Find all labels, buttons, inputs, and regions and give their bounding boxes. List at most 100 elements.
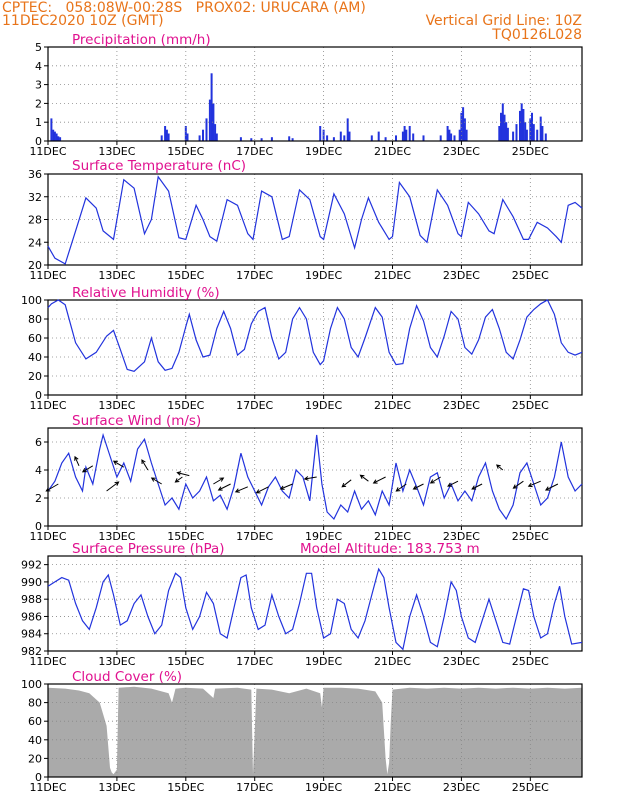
x-tick-label: 21DEC — [374, 399, 411, 412]
panel-title: Cloud Cover (%) — [72, 669, 182, 685]
series-line — [47, 567, 583, 651]
x-tick-label: 13DEC — [98, 269, 135, 282]
wind-arrow — [496, 464, 504, 471]
x-tick-label: 25DEC — [512, 655, 549, 668]
x-tick-label: 13DEC — [98, 655, 135, 668]
x-tick-label: 13DEC — [98, 399, 135, 412]
x-tick-label: 21DEC — [374, 781, 411, 794]
y-tick-label: 984 — [21, 628, 42, 641]
x-tick-label: 13DEC — [98, 781, 135, 794]
precip-bar — [214, 124, 217, 141]
precip-bar — [57, 136, 60, 141]
cloud-cover-area — [48, 686, 582, 777]
precip-bar — [515, 124, 518, 141]
x-tick-label: 23DEC — [443, 399, 480, 412]
precip-bar — [239, 137, 242, 141]
precip-bar — [505, 122, 508, 141]
precip-bar — [164, 126, 167, 141]
precip-bar — [377, 131, 380, 141]
precip-bar — [403, 126, 406, 141]
panel-title: Surface Pressure (hPa) — [72, 541, 225, 557]
y-tick-label: 986 — [21, 610, 42, 623]
precip-bar — [463, 118, 466, 141]
x-tick-label: 11DEC — [29, 781, 66, 794]
precip-bar — [541, 126, 544, 141]
precip-bar — [291, 138, 294, 141]
x-tick-label: 25DEC — [512, 269, 549, 282]
x-tick-label: 11DEC — [29, 399, 66, 412]
x-tick-label: 19DEC — [305, 399, 342, 412]
y-tick-label: 982 — [21, 645, 42, 658]
precip-bar — [448, 129, 451, 141]
y-tick-label: 2 — [35, 97, 42, 110]
wind-arrow — [412, 483, 424, 490]
x-tick-label: 19DEC — [305, 655, 342, 668]
y-tick-label: 4 — [35, 464, 42, 477]
panel-border — [47, 427, 583, 527]
x-tick-label: 11DEC — [29, 655, 66, 668]
wind-arrow — [112, 460, 125, 468]
panel-5 — [44, 555, 583, 655]
y-tick-label: 992 — [21, 559, 42, 572]
precip-bar — [520, 103, 523, 141]
wind-arrow — [150, 477, 162, 485]
model-altitude-label: Model Altitude: 183.753 m — [300, 541, 480, 557]
wind-arrow — [213, 477, 225, 485]
precip-bar — [332, 137, 335, 141]
precip-bar — [462, 107, 465, 141]
x-tick-label: 21DEC — [374, 145, 411, 158]
y-tick-label: 40 — [28, 734, 42, 747]
header: CPTEC: 058:08W-00:28S PROX02: URUCARA (A… — [0, 0, 618, 46]
x-tick-label: 11DEC — [29, 530, 66, 543]
precip-bar — [536, 129, 539, 141]
y-tick-label: 100 — [21, 294, 42, 307]
wind-arrow — [395, 483, 407, 492]
y-tick-label: 20 — [28, 370, 42, 383]
x-tick-label: 21DEC — [374, 269, 411, 282]
precip-bar — [370, 135, 373, 141]
header-model-id: TQ0126L028 — [492, 27, 582, 43]
panel-border — [47, 173, 583, 266]
panel-title: Relative Humidity (%) — [72, 285, 220, 301]
x-tick-label: 21DEC — [374, 655, 411, 668]
y-tick-label: 80 — [28, 697, 42, 710]
y-tick-label: 28 — [28, 214, 42, 227]
x-tick-label: 17DEC — [236, 655, 273, 668]
precip-bar — [319, 126, 322, 141]
precip-bar — [59, 137, 62, 141]
precip-bar — [212, 103, 215, 141]
precip-bar — [512, 131, 515, 141]
precip-bar — [401, 131, 404, 141]
x-tick-label: 15DEC — [167, 530, 204, 543]
y-tick-label: 60 — [28, 715, 42, 728]
y-tick-label: 36 — [28, 168, 42, 181]
wind-arrow — [81, 465, 94, 473]
precip-bar — [326, 135, 329, 141]
series-line — [47, 432, 583, 521]
precip-bar — [198, 135, 201, 141]
precip-bar — [405, 129, 408, 141]
y-tick-label: 0 — [35, 135, 42, 148]
y-tick-label: 0 — [35, 520, 42, 533]
precip-bar — [519, 110, 521, 141]
precip-bar — [458, 129, 461, 141]
precip-bar — [439, 135, 442, 141]
x-tick-label: 13DEC — [98, 530, 135, 543]
precip-bar — [167, 133, 170, 141]
panel-title: Precipitation (mm/h) — [72, 32, 211, 48]
precip-bar — [408, 126, 411, 141]
wind-arrow — [544, 483, 559, 491]
wind-arrow — [341, 479, 352, 488]
panel-2 — [44, 173, 583, 269]
wind-arrow — [176, 471, 190, 477]
precip-bar — [260, 138, 263, 141]
header-station: CPTEC: 058:08W-00:28S PROX02: URUCARA (A… — [2, 0, 366, 16]
precip-bar — [422, 135, 425, 141]
wind-arrow — [141, 459, 149, 471]
x-tick-label: 17DEC — [236, 399, 273, 412]
wind-arrow — [234, 486, 248, 493]
y-tick-label: 24 — [28, 236, 42, 249]
precip-bar — [160, 135, 163, 141]
precip-bar — [529, 118, 532, 141]
y-tick-label: 0 — [35, 389, 42, 402]
